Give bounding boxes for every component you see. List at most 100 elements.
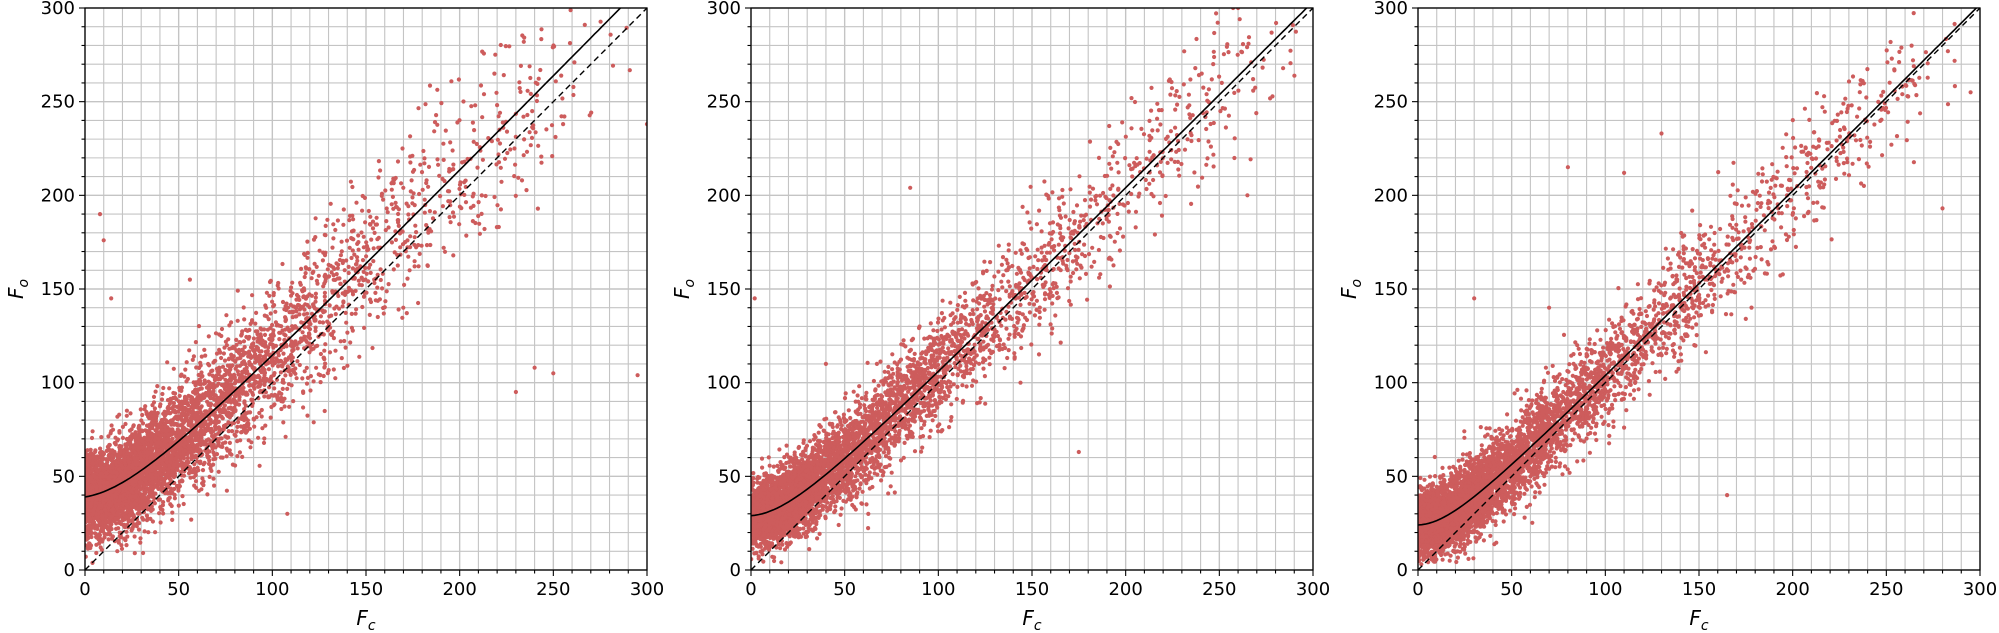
scatter-point — [167, 406, 172, 411]
scatter-point — [237, 397, 242, 402]
scatter-point — [313, 295, 318, 300]
scatter-point — [305, 316, 310, 321]
scatter-point — [383, 188, 388, 193]
scatter-point — [281, 361, 286, 366]
scatter-point — [367, 312, 372, 317]
scatter-point — [131, 424, 136, 429]
scatter-point — [333, 348, 338, 353]
scatter-point — [151, 410, 156, 415]
scatter-point — [323, 279, 328, 284]
scatter-point — [321, 373, 326, 379]
scatter-point — [90, 468, 95, 473]
scatter-point — [117, 485, 122, 490]
scatter-point — [451, 167, 456, 172]
scatter-point — [177, 449, 182, 454]
scatter-point — [242, 427, 248, 433]
scatter-point — [371, 246, 376, 251]
scatter-point — [363, 220, 368, 225]
scatter-point — [297, 312, 302, 317]
scatter-point — [124, 408, 129, 413]
scatter-point — [225, 363, 230, 368]
scatter-point — [190, 357, 195, 362]
scatter-point — [370, 219, 376, 224]
scatter-point — [313, 299, 318, 304]
scatter-point — [471, 139, 476, 144]
scatter-point — [185, 452, 190, 457]
scatter-point — [341, 207, 346, 212]
scatter-point — [538, 67, 543, 73]
scatter-point — [167, 463, 172, 468]
scatter-point — [123, 421, 128, 427]
scatter-point — [322, 253, 328, 258]
scatter-point — [408, 245, 413, 250]
scatter-point — [198, 428, 203, 433]
scatter-point — [474, 141, 479, 147]
scatter-point — [106, 434, 111, 439]
scatter-point — [123, 466, 128, 471]
scatter-point — [109, 423, 114, 428]
scatter-point — [359, 230, 364, 235]
scatter-point — [264, 377, 270, 382]
scatter-point — [302, 312, 307, 317]
scatter-point — [202, 460, 207, 465]
scatter-point — [147, 487, 152, 492]
scatter-point — [384, 289, 389, 294]
scatter-point — [477, 231, 482, 236]
scatter-point — [135, 442, 140, 447]
scatter-point — [195, 415, 201, 420]
scatter-point — [94, 497, 99, 502]
scatter-point — [111, 488, 116, 493]
scatter-point — [152, 406, 157, 411]
scatter-point — [218, 350, 223, 355]
scatter-point — [417, 251, 422, 256]
scatter-point — [164, 428, 169, 434]
scatter-point — [105, 480, 110, 486]
scatter-point — [304, 365, 309, 370]
scatter-point — [525, 88, 530, 93]
scatter-point — [192, 462, 197, 467]
scatter-point — [269, 374, 274, 379]
scatter-point — [200, 481, 205, 486]
scatter-point — [173, 456, 178, 461]
scatter-point — [508, 147, 513, 152]
scatter-point — [349, 255, 354, 261]
scatter-point — [522, 137, 527, 142]
scatter-point — [93, 448, 98, 453]
scatter-point — [149, 494, 154, 499]
scatter-point — [85, 554, 88, 559]
scatter-point — [198, 442, 203, 448]
scatter-point — [220, 441, 226, 446]
scatter-point — [120, 424, 125, 429]
scatter-point — [313, 344, 318, 349]
scatter-point — [125, 534, 130, 539]
scatter-point — [427, 209, 432, 214]
scatter-point — [307, 350, 312, 355]
scatter-point — [342, 268, 347, 273]
scatter-point — [442, 249, 448, 254]
scatter-point — [525, 112, 530, 118]
scatter-point — [163, 439, 168, 444]
scatter-point — [236, 419, 241, 425]
scatter-point — [273, 320, 278, 325]
scatter-point — [208, 407, 213, 412]
scatter-point — [457, 182, 463, 187]
scatter-point — [398, 245, 403, 250]
scatter-point — [132, 435, 137, 440]
scatter-point — [141, 510, 146, 515]
scatter-point — [155, 460, 160, 466]
scatter-point — [112, 539, 117, 544]
scatter-point — [85, 448, 90, 453]
scatter-point — [85, 500, 88, 505]
scatter-point — [413, 223, 418, 228]
scatter-point — [473, 103, 478, 108]
scatter-point — [350, 248, 355, 253]
scatter-point — [257, 375, 262, 380]
scatter-point — [234, 429, 239, 434]
scatter-point — [320, 320, 326, 325]
scatter-point — [134, 485, 139, 491]
scatter-point — [428, 242, 433, 248]
scatter-point — [353, 288, 358, 293]
scatter-point — [318, 351, 323, 357]
scatter-point — [219, 326, 225, 332]
scatter-point — [220, 455, 225, 460]
